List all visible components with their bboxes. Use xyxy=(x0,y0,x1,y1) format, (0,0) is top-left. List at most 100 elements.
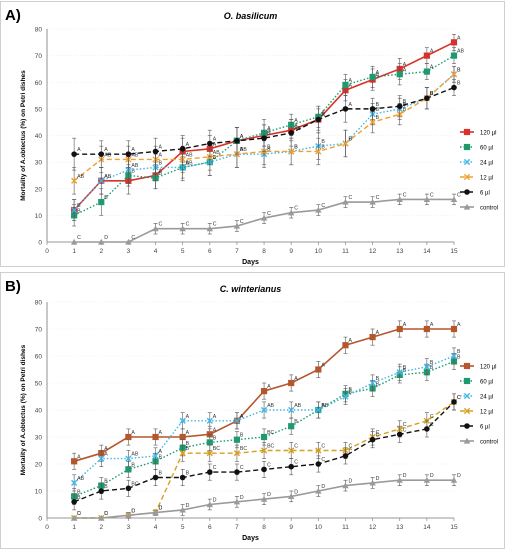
significance-letter: B xyxy=(104,484,108,490)
x-axis-label: Days xyxy=(242,535,259,542)
significance-letter: B xyxy=(348,390,352,396)
significance-letter: A xyxy=(267,129,271,135)
significance-letter: A xyxy=(104,174,108,180)
data-point xyxy=(98,151,105,157)
significance-letter: A xyxy=(240,134,244,140)
data-point xyxy=(71,479,78,486)
significance-letter: BC xyxy=(267,430,274,436)
significance-letter: AB xyxy=(186,152,193,158)
data-point xyxy=(369,436,376,443)
x-tick-label: 2 xyxy=(99,248,103,255)
legend-marker xyxy=(463,143,471,151)
data-point xyxy=(369,198,376,205)
significance-letter: C xyxy=(294,460,298,466)
data-point xyxy=(288,406,295,414)
legend-item: 12 µl xyxy=(460,407,493,416)
data-point xyxy=(152,474,159,481)
significance-letter: B xyxy=(321,139,325,145)
significance-letter: C xyxy=(240,465,244,471)
significance-letter: A xyxy=(267,126,271,132)
data-point xyxy=(179,506,186,513)
series-5: C D C C C C C C C C C C C C C xyxy=(70,192,461,245)
data-point xyxy=(98,455,105,462)
significance-letter: C xyxy=(457,192,461,198)
data-point xyxy=(71,499,77,505)
significance-letter: C xyxy=(321,203,325,209)
significance-letter: C xyxy=(321,457,325,463)
significance-letter: A xyxy=(104,446,108,452)
legend-item: 6 µl xyxy=(460,189,490,197)
y-tick-label: 40 xyxy=(35,133,43,140)
data-point xyxy=(206,450,213,457)
significance-letter: A xyxy=(430,322,434,328)
legend-marker xyxy=(463,128,471,136)
significance-letter: A xyxy=(376,73,380,79)
significance-letter: D xyxy=(104,235,108,241)
significance-letter: B xyxy=(159,171,163,177)
x-tick-label: 6 xyxy=(208,248,212,255)
significance-letter: B xyxy=(294,144,298,150)
x-tick-label: 13 xyxy=(396,248,404,255)
data-point xyxy=(342,106,349,112)
significance-letter: B xyxy=(348,136,352,142)
data-point xyxy=(234,138,240,144)
data-point xyxy=(260,433,268,441)
x-tick-label: 1 xyxy=(72,248,76,255)
significance-letter: A xyxy=(376,70,380,76)
data-point xyxy=(179,450,186,457)
data-point xyxy=(179,474,186,481)
legend-item: 6 µl xyxy=(460,423,490,431)
legend-label: control xyxy=(480,440,498,446)
data-point xyxy=(207,469,213,475)
significance-letter: C xyxy=(159,222,163,228)
y-axis-label: Mortality of A.obtectus (%) on Petri dis… xyxy=(20,344,27,475)
x-tick-label: 3 xyxy=(127,248,131,255)
data-point xyxy=(342,81,349,89)
data-point xyxy=(233,222,241,229)
significance-letter: A xyxy=(376,330,380,336)
data-point xyxy=(369,479,376,486)
data-point xyxy=(206,439,213,446)
legend-item: control xyxy=(460,203,498,212)
significance-letter: C xyxy=(430,422,434,428)
x-tick-label: 14 xyxy=(423,248,431,255)
legend-item: 12 µl xyxy=(460,173,493,182)
significance-letter: C xyxy=(457,395,461,401)
significance-letter: B xyxy=(294,144,298,150)
data-point xyxy=(98,198,105,206)
data-point xyxy=(125,466,132,473)
significance-letter: B xyxy=(457,81,461,87)
significance-letter: AB xyxy=(131,163,138,169)
significance-letter: B xyxy=(77,203,81,209)
y-tick-label: 80 xyxy=(35,27,43,34)
x-tick-label: 6 xyxy=(208,524,212,531)
data-point xyxy=(260,214,268,221)
significance-letter: A xyxy=(159,430,163,436)
significance-letter: C xyxy=(267,462,271,468)
significance-letter: C xyxy=(348,449,352,455)
data-point xyxy=(152,452,159,459)
significance-letter: B xyxy=(77,208,81,214)
significance-letter: B xyxy=(376,115,380,121)
data-point xyxy=(125,455,132,462)
data-point xyxy=(450,325,458,333)
significance-letter: A xyxy=(131,147,135,153)
significance-letter: A xyxy=(403,62,407,68)
data-point xyxy=(423,363,430,370)
legend-marker xyxy=(463,203,471,210)
significance-letter: AB xyxy=(321,403,328,409)
data-point xyxy=(342,342,349,349)
data-point xyxy=(315,487,322,494)
significance-letter: D xyxy=(267,492,271,498)
significance-letter: A xyxy=(348,102,352,108)
data-point xyxy=(288,130,295,136)
significance-letter: B xyxy=(186,471,190,477)
significance-letter: A xyxy=(104,147,108,153)
significance-letter: A xyxy=(213,136,217,142)
data-point xyxy=(206,417,213,424)
x-tick-label: 14 xyxy=(423,524,431,531)
